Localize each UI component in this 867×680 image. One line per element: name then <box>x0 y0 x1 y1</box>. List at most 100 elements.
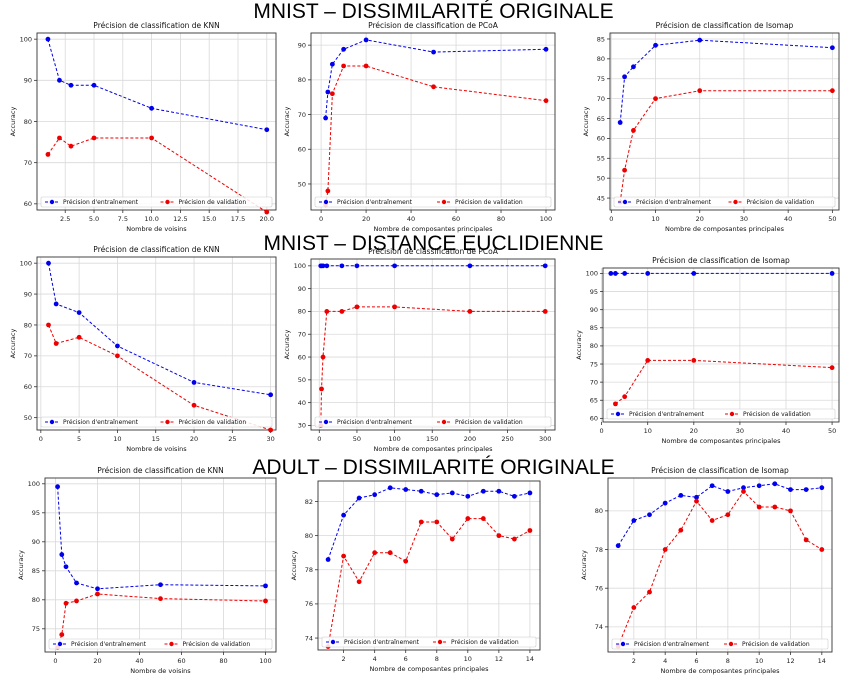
data-point-validation <box>431 84 436 90</box>
x-tick-label: 250 <box>501 435 513 443</box>
x-tick-label: 80 <box>497 215 505 223</box>
y-tick-label: 80 <box>590 342 598 350</box>
x-tick-label: 0 <box>319 215 323 223</box>
legend-label: Précision d'entraînement <box>629 411 705 418</box>
data-point-train <box>829 271 835 276</box>
y-tick-label: 60 <box>298 353 306 361</box>
data-point-validation <box>95 591 100 597</box>
data-point-train <box>709 483 715 489</box>
legend-label: Précision d'entraînement <box>337 199 413 206</box>
chart-title: Précision de classification de KNN <box>97 466 223 475</box>
plot-frame <box>310 258 556 431</box>
y-tick-label: 74 <box>305 634 313 642</box>
data-point-validation <box>418 519 424 525</box>
legend-marker <box>165 199 170 205</box>
x-tick-label: 300 <box>539 435 551 443</box>
y-tick-label: 90 <box>298 285 306 293</box>
data-point-train <box>264 127 270 133</box>
y-tick-label: 70 <box>597 95 605 103</box>
x-axis-label: Nombre de voisins <box>130 667 191 675</box>
x-tick-label: 150 <box>426 435 438 443</box>
legend-label: Précision de validation <box>455 199 523 206</box>
data-point-validation <box>631 128 636 133</box>
y-tick-label: 100 <box>294 262 306 270</box>
series-line-validation <box>47 137 268 213</box>
x-tick-label: 15 <box>152 435 160 443</box>
data-point-train <box>68 82 74 88</box>
x-tick-label: 5.0 <box>89 215 99 223</box>
y-tick-label: 55 <box>597 155 605 163</box>
data-point-validation <box>653 96 658 102</box>
data-point-train <box>263 583 268 589</box>
plot-frame <box>44 477 277 653</box>
chart-title: Précision de classification de KNN <box>93 245 219 254</box>
y-tick-label: 82 <box>305 498 313 506</box>
data-point-train <box>324 263 330 269</box>
legend-marker <box>323 419 329 425</box>
legend-label: Précision d'entraînement <box>636 199 712 206</box>
y-tick-label: 80 <box>24 321 32 329</box>
x-tick-label: 0 <box>53 657 57 665</box>
data-point-validation <box>387 550 393 556</box>
data-point-validation <box>709 518 715 523</box>
data-point-train <box>467 263 473 269</box>
data-point-train <box>465 493 471 499</box>
x-axis-label: Nombre de composantes principales <box>374 445 494 453</box>
data-point-validation <box>63 600 69 606</box>
y-tick-label: 90 <box>298 41 306 49</box>
data-point-train <box>829 45 835 51</box>
data-point-train <box>697 37 703 43</box>
data-point-train <box>341 46 347 52</box>
x-tick-label: 20.0 <box>260 215 274 223</box>
legend-label: Précision de validation <box>183 641 251 648</box>
data-point-train <box>329 61 335 67</box>
x-tick-label: 8 <box>435 655 439 663</box>
legend-label: Précision de validation <box>179 419 247 426</box>
y-tick-label: 80 <box>597 55 605 63</box>
legend-marker <box>728 641 734 647</box>
data-point-validation <box>803 537 809 543</box>
data-point-validation <box>45 152 51 157</box>
data-point-train <box>608 271 614 276</box>
x-axis-label: Nombre de composantes principales <box>661 667 781 675</box>
data-point-train <box>55 484 60 490</box>
data-point-validation <box>511 536 517 542</box>
data-point-train <box>741 485 746 491</box>
x-tick-label: 2.5 <box>60 215 70 223</box>
legend-label: Précision d'entraînement <box>63 199 139 206</box>
y-axis-label: Accuracy <box>575 330 583 360</box>
data-point-validation <box>480 516 486 521</box>
legend-marker <box>437 639 443 645</box>
data-point-validation <box>465 516 471 521</box>
legend-marker <box>49 419 55 425</box>
legend-label: Précision d'entraînement <box>634 641 710 648</box>
data-point-validation <box>678 527 684 533</box>
data-point-validation <box>622 394 628 400</box>
data-point-train <box>191 380 197 385</box>
legend-marker <box>323 199 329 205</box>
data-point-validation <box>76 334 82 340</box>
x-tick-label: 20 <box>696 215 704 223</box>
data-point-validation <box>149 135 155 141</box>
x-tick-label: 12 <box>786 657 794 665</box>
data-point-validation <box>191 402 197 408</box>
data-point-train <box>694 494 699 500</box>
data-point-train <box>449 490 455 496</box>
legend-marker <box>330 639 336 645</box>
data-point-validation <box>788 508 793 514</box>
x-tick-label: 0 <box>39 435 43 443</box>
x-tick-label: 40 <box>784 215 792 223</box>
x-tick-label: 50 <box>828 427 836 435</box>
legend-box <box>606 408 836 420</box>
series-line-validation <box>615 359 833 405</box>
x-tick-label: 6 <box>694 657 698 665</box>
x-tick-label: 20 <box>690 427 698 435</box>
data-point-train <box>363 37 369 43</box>
data-point-train <box>511 493 517 499</box>
data-point-train <box>53 301 59 307</box>
data-point-validation <box>115 353 120 359</box>
data-point-validation <box>613 401 618 407</box>
legend-box <box>613 196 836 208</box>
